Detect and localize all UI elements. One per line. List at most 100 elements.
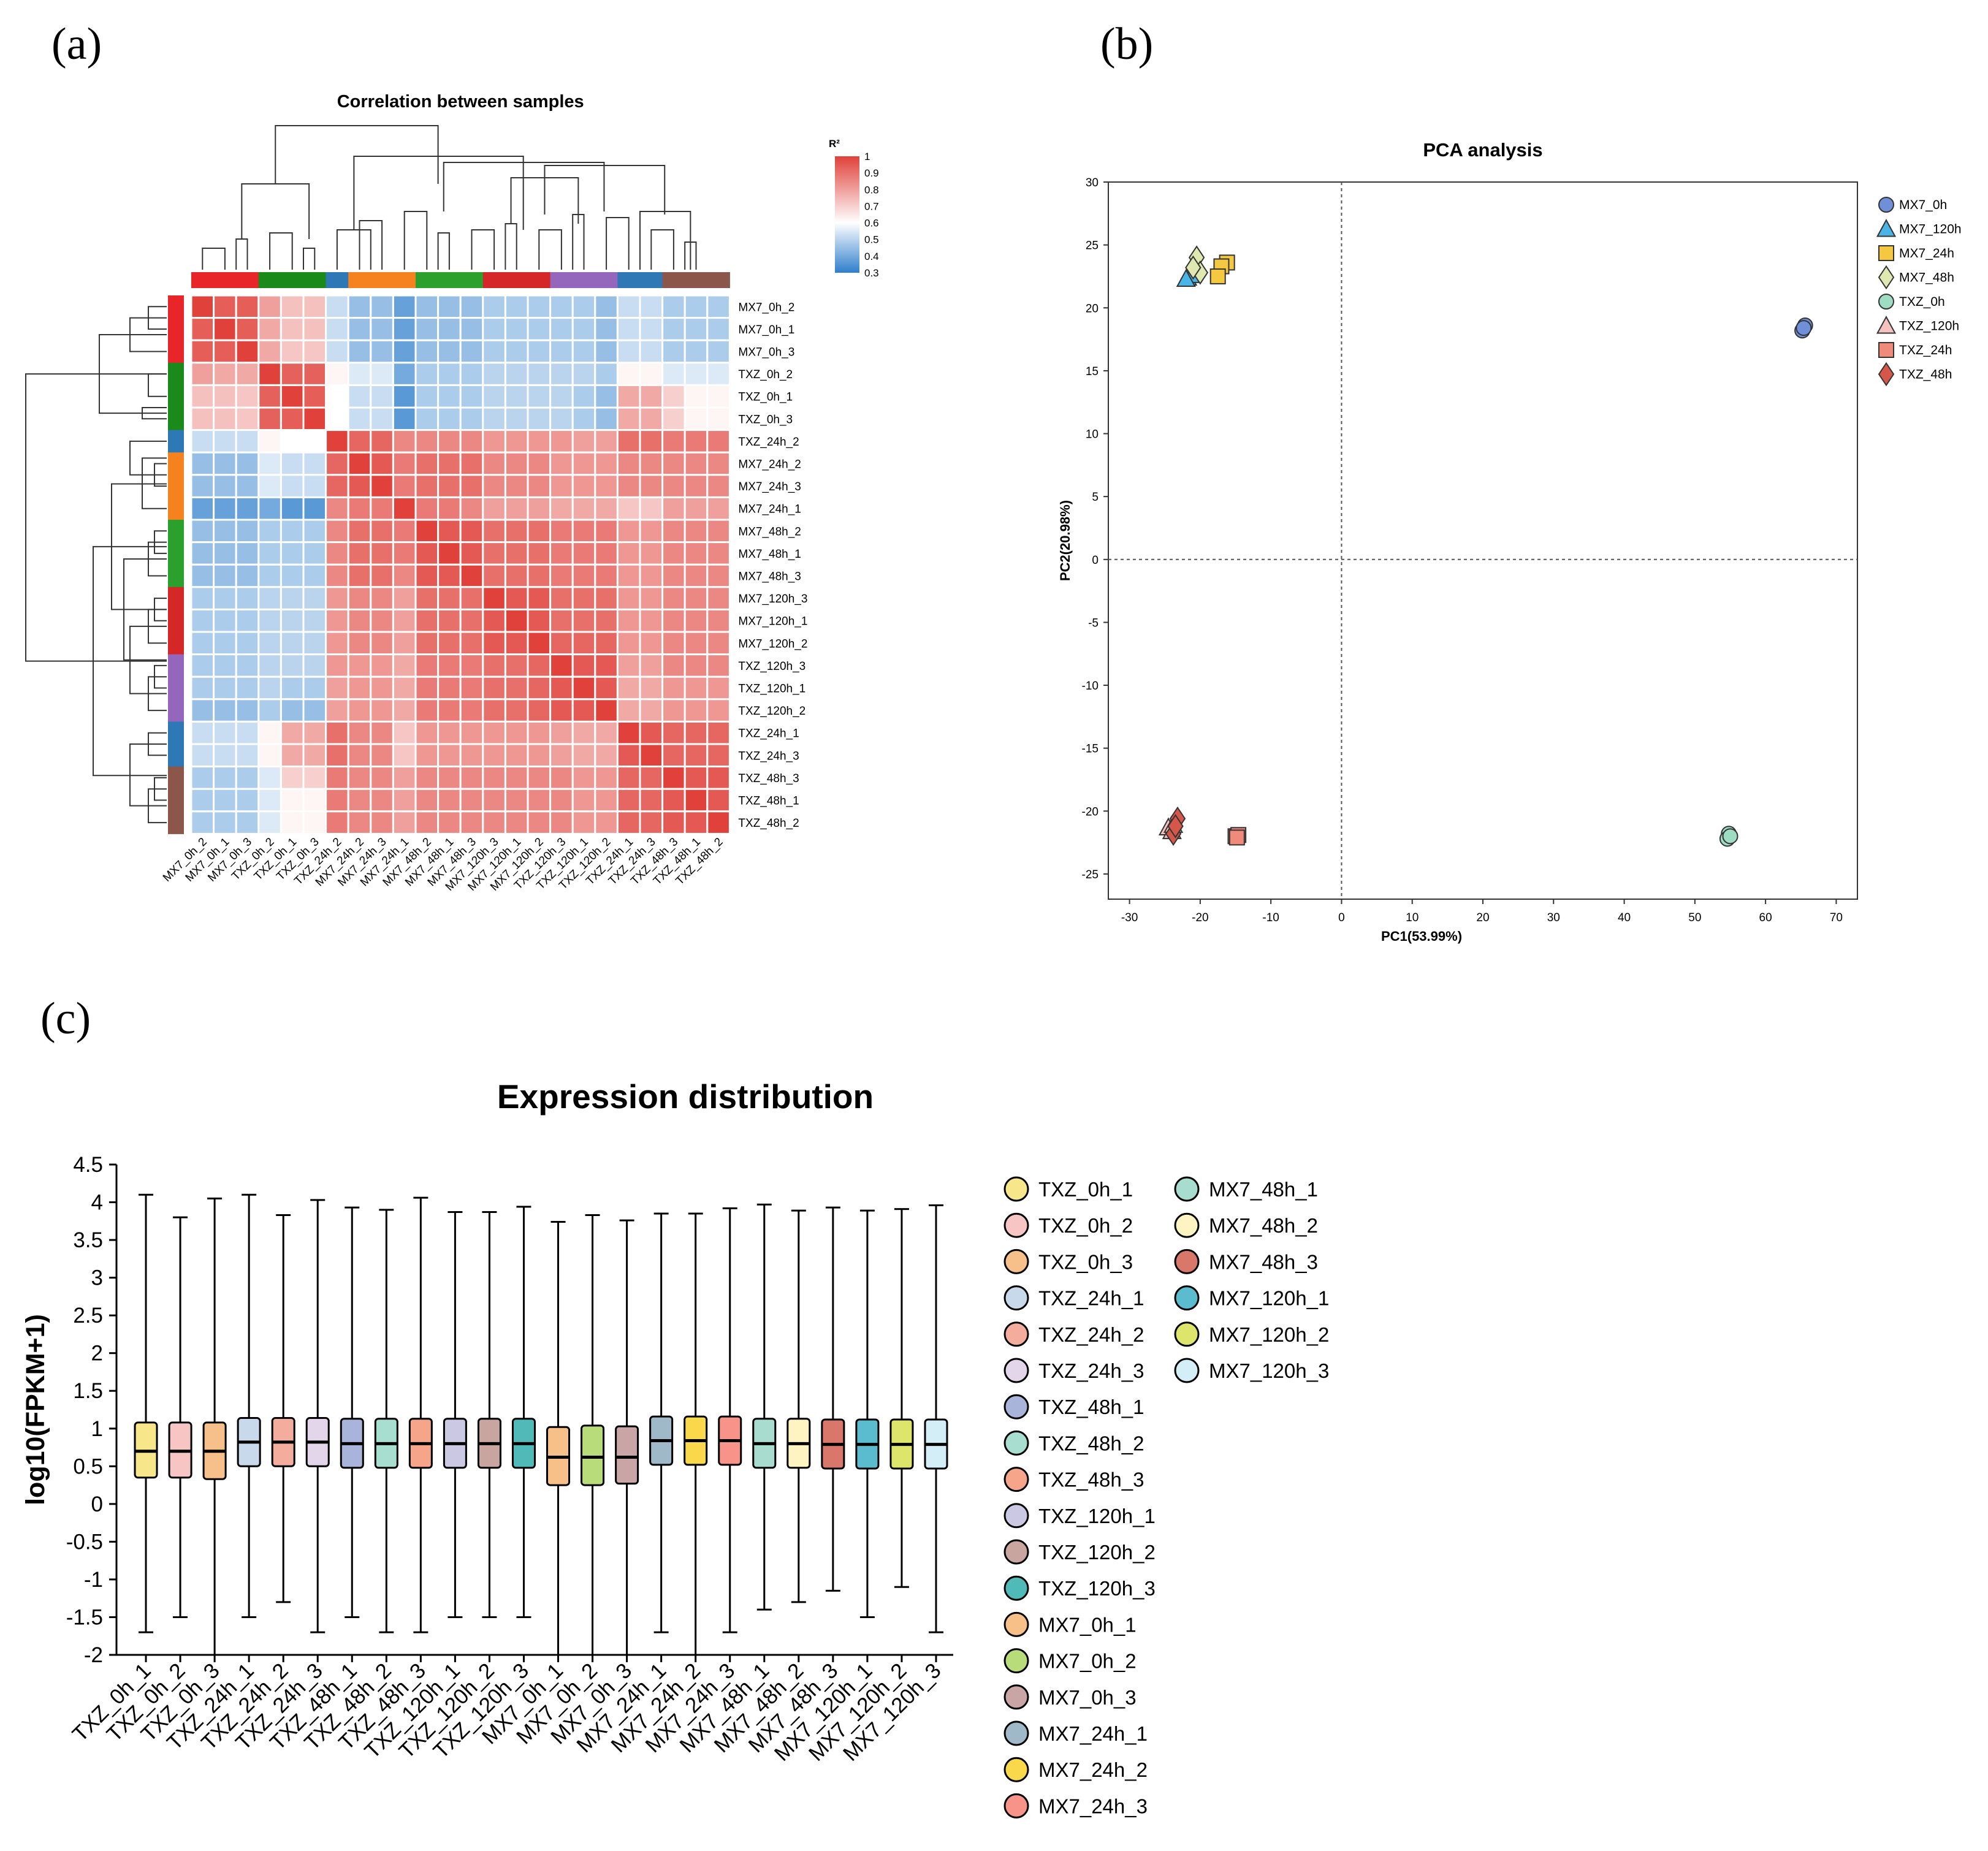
heatmap-cell — [549, 766, 574, 790]
column-dendrogram-branch — [403, 211, 428, 270]
pca-plot-frame — [1108, 181, 1858, 900]
pca-y-tick-label: 15 — [1086, 365, 1099, 378]
heatmap-cell — [235, 294, 260, 319]
heatmap-row-label: TXZ_24h_2 — [738, 436, 799, 449]
column-dendrogram-branch — [303, 248, 316, 270]
heatmap-cell — [504, 294, 529, 319]
boxplot-legend-label: MX7_48h_2 — [1209, 1214, 1318, 1237]
heatmap-cell — [661, 294, 686, 319]
heatmap-row-label: TXZ_120h_3 — [738, 660, 805, 673]
boxplot-y-tick-label: 0 — [91, 1492, 103, 1516]
boxplot-legend-marker — [1174, 1321, 1200, 1347]
heatmap-column-group-bar — [326, 272, 349, 288]
heatmap-cell — [549, 653, 574, 678]
heatmap-cell — [190, 631, 215, 656]
heatmap-cell — [414, 586, 440, 610]
heatmap-cell — [190, 608, 215, 633]
heatmap-cell — [504, 653, 529, 678]
pca-point — [1796, 320, 1812, 336]
heatmap-cell — [392, 294, 417, 319]
heatmap-row-label: MX7_120h_3 — [738, 593, 807, 606]
heatmap-cell — [437, 519, 462, 544]
heatmap-cell — [571, 541, 596, 566]
heatmap-cell — [213, 720, 237, 745]
pca-x-tick-label: 50 — [1688, 911, 1701, 924]
heatmap-column-group-bar — [685, 272, 708, 288]
heatmap-cell — [706, 429, 731, 454]
heatmap-cell — [347, 541, 372, 566]
heatmap-cell — [392, 720, 417, 745]
heatmap-cell — [190, 810, 215, 835]
heatmap-cell — [437, 766, 462, 790]
pca-x-tick-label: 60 — [1759, 911, 1772, 924]
pca-legend-label: TXZ_0h — [1899, 295, 1945, 309]
boxplot-legend-marker — [1004, 1793, 1029, 1819]
heatmap-cell — [706, 586, 731, 610]
heatmap-cell — [280, 339, 305, 364]
pca-x-tick-label: 20 — [1476, 911, 1489, 924]
heatmap-cell — [302, 384, 327, 409]
heatmap-row-group-bar — [168, 385, 184, 408]
heatmap-cell — [616, 362, 641, 386]
heatmap-cell — [325, 429, 349, 454]
boxplot-y-tick-label: 1.5 — [73, 1379, 103, 1403]
pca-x-tick-label: -20 — [1192, 911, 1208, 924]
heatmap-cell — [527, 743, 552, 768]
heatmap-cell — [482, 563, 506, 588]
heatmap-cell — [414, 474, 440, 498]
heatmap-cell — [459, 384, 484, 409]
heatmap-cell — [190, 563, 215, 588]
heatmap-column-group-bar — [303, 272, 327, 288]
heatmap-cell — [414, 810, 440, 835]
heatmap-cell — [549, 541, 574, 566]
boxplot-legend-label: TXZ_48h_3 — [1038, 1469, 1144, 1491]
heatmap-cell — [190, 743, 215, 768]
heatmap-cell — [370, 406, 394, 431]
heatmap-cell — [594, 743, 619, 768]
boxplot-legend-marker — [1004, 1539, 1029, 1565]
heatmap-cell — [302, 586, 327, 610]
heatmap-cell — [639, 451, 664, 476]
heatmap-cell — [616, 384, 641, 409]
heatmap-cell — [437, 698, 462, 723]
heatmap-cell — [504, 720, 529, 745]
column-dendrogram-branch — [437, 232, 450, 270]
heatmap-cell — [527, 451, 552, 476]
heatmap-cell — [414, 608, 440, 633]
heatmap-row-label: MX7_120h_1 — [738, 615, 807, 628]
heatmap-cell — [616, 496, 641, 521]
heatmap-cell — [302, 810, 327, 835]
heatmap-cell — [370, 541, 394, 566]
heatmap-column-group-bar — [236, 272, 259, 288]
heatmap-cell — [504, 608, 529, 633]
heatmap-cell — [594, 519, 619, 544]
heatmap-cell — [280, 541, 305, 566]
heatmap-row-group-bar — [168, 699, 184, 722]
boxplot-legend-marker — [1004, 1430, 1029, 1456]
heatmap-cell — [347, 675, 372, 701]
heatmap-cell — [302, 519, 327, 544]
heatmap-cell — [684, 586, 709, 610]
heatmap-row-label: TXZ_0h_3 — [738, 413, 793, 426]
heatmap-cell — [706, 519, 731, 544]
heatmap-row-label: MX7_24h_3 — [738, 481, 801, 493]
heatmap-cell — [661, 429, 686, 454]
heatmap-cell — [213, 451, 237, 476]
heatmap-cell — [325, 339, 349, 364]
heatmap-row-label: TXZ_24h_3 — [738, 750, 799, 762]
heatmap-cell — [414, 653, 440, 678]
heatmap-cell — [392, 474, 417, 498]
heatmap-column-group-bar — [258, 272, 281, 288]
heatmap-column-group-bar — [595, 272, 618, 288]
heatmap-cell — [325, 384, 349, 409]
heatmap-cell — [684, 339, 709, 364]
heatmap-cell — [190, 384, 215, 409]
heatmap-cell — [414, 429, 440, 454]
heatmap-cell — [639, 519, 664, 544]
heatmap-cell — [616, 720, 641, 745]
heatmap-title: Correlation between samples — [337, 92, 584, 112]
heatmap-column-group-bar — [438, 272, 461, 288]
heatmap-column-group-bar — [550, 272, 573, 288]
heatmap-cell — [504, 586, 529, 610]
heatmap-cell — [616, 675, 641, 701]
